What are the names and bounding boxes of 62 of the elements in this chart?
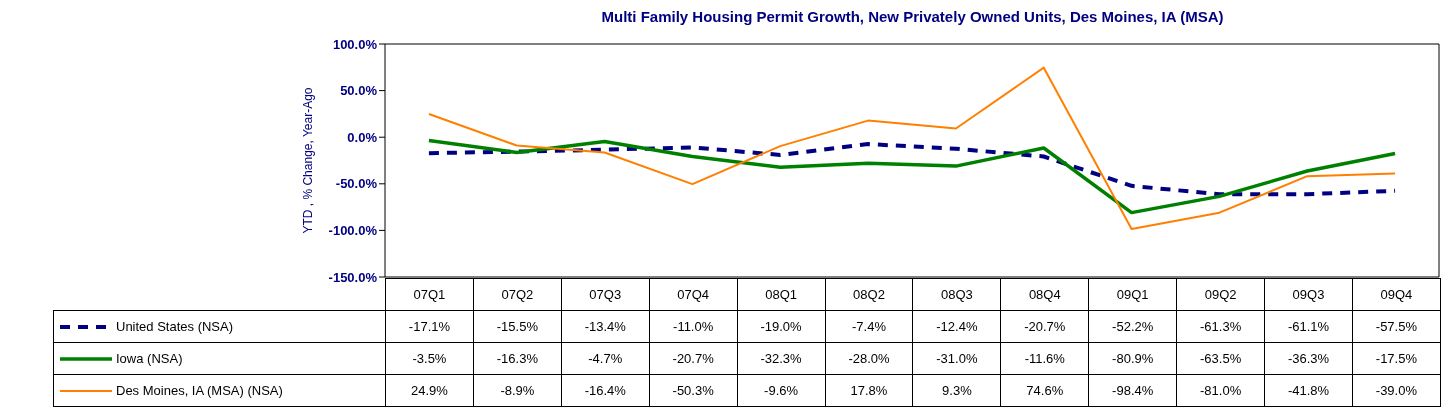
data-label: -7.4%	[825, 310, 913, 343]
data-label: -57.5%	[1352, 310, 1441, 343]
data-label: -61.3%	[1176, 310, 1265, 343]
data-label: -17.5%	[1352, 342, 1441, 375]
data-label: -17.1%	[385, 310, 474, 343]
chart-title: Multi Family Housing Permit Growth, New Privately Owned Units, Des Moines, IA (MSA)	[600, 8, 1225, 25]
y-tick-label: 50.0%	[340, 83, 378, 99]
legend-label: Iowa (NSA)	[116, 351, 183, 367]
data-label: -4.7%	[561, 342, 650, 375]
data-label: -3.5%	[385, 342, 474, 375]
data-label: -32.3%	[737, 342, 826, 375]
data-label: -8.9%	[473, 374, 562, 407]
x-tick-label: 07Q3	[561, 278, 650, 311]
data-label: 9.3%	[912, 374, 1001, 407]
data-label: -81.0%	[1176, 374, 1265, 407]
data-label: -20.7%	[1000, 310, 1089, 343]
x-tick-label: 09Q3	[1264, 278, 1353, 311]
data-label: -19.0%	[737, 310, 826, 343]
data-label: -41.8%	[1264, 374, 1353, 407]
y-tick-label: 0.0%	[347, 129, 378, 145]
legend-label: Des Moines, IA (MSA) (NSA)	[116, 383, 283, 399]
data-label: -16.4%	[561, 374, 650, 407]
data-label: -52.2%	[1088, 310, 1177, 343]
x-tick-label: 07Q4	[649, 278, 738, 311]
data-label: -12.4%	[912, 310, 1001, 343]
line-series	[427, 138, 1397, 215]
y-tick-label: 100.0%	[332, 36, 378, 52]
data-label: -50.3%	[649, 374, 738, 407]
data-label: -16.3%	[473, 342, 562, 375]
data-label: -39.0%	[1352, 374, 1441, 407]
y-axis-title: YTD , % Change, Year-Ago	[301, 87, 316, 234]
data-label: 17.8%	[825, 374, 913, 407]
line-series	[426, 142, 1398, 197]
legend-label: United States (NSA)	[116, 319, 234, 335]
data-label: -15.5%	[473, 310, 562, 343]
data-label: -13.4%	[561, 310, 650, 343]
x-tick-label: 09Q1	[1088, 278, 1177, 311]
data-label: -20.7%	[649, 342, 738, 375]
line-series	[427, 66, 1397, 230]
x-tick-label: 09Q4	[1352, 278, 1441, 311]
x-tick-label: 09Q2	[1176, 278, 1265, 311]
y-tick-label: -150.0%	[328, 269, 378, 285]
y-tick-label: -50.0%	[335, 176, 378, 192]
data-label: -98.4%	[1088, 374, 1177, 407]
data-label: 74.6%	[1000, 374, 1089, 407]
x-tick-label: 07Q1	[385, 278, 474, 311]
x-tick-label: 08Q3	[912, 278, 1001, 311]
data-label: -80.9%	[1088, 342, 1177, 375]
data-label: -11.6%	[1000, 342, 1089, 375]
data-label: -31.0%	[912, 342, 1001, 375]
x-tick-label: 08Q2	[825, 278, 913, 311]
data-label: -61.1%	[1264, 310, 1353, 343]
x-tick-label: 08Q4	[1000, 278, 1089, 311]
x-tick-label: 08Q1	[737, 278, 826, 311]
x-tick-label: 07Q2	[473, 278, 562, 311]
y-tick-label: -100.0%	[328, 223, 378, 239]
data-label: 24.9%	[385, 374, 474, 407]
data-label: -63.5%	[1176, 342, 1265, 375]
data-label: -28.0%	[825, 342, 913, 375]
data-label: -11.0%	[649, 310, 738, 343]
data-label: -9.6%	[737, 374, 826, 407]
data-label: -36.3%	[1264, 342, 1353, 375]
